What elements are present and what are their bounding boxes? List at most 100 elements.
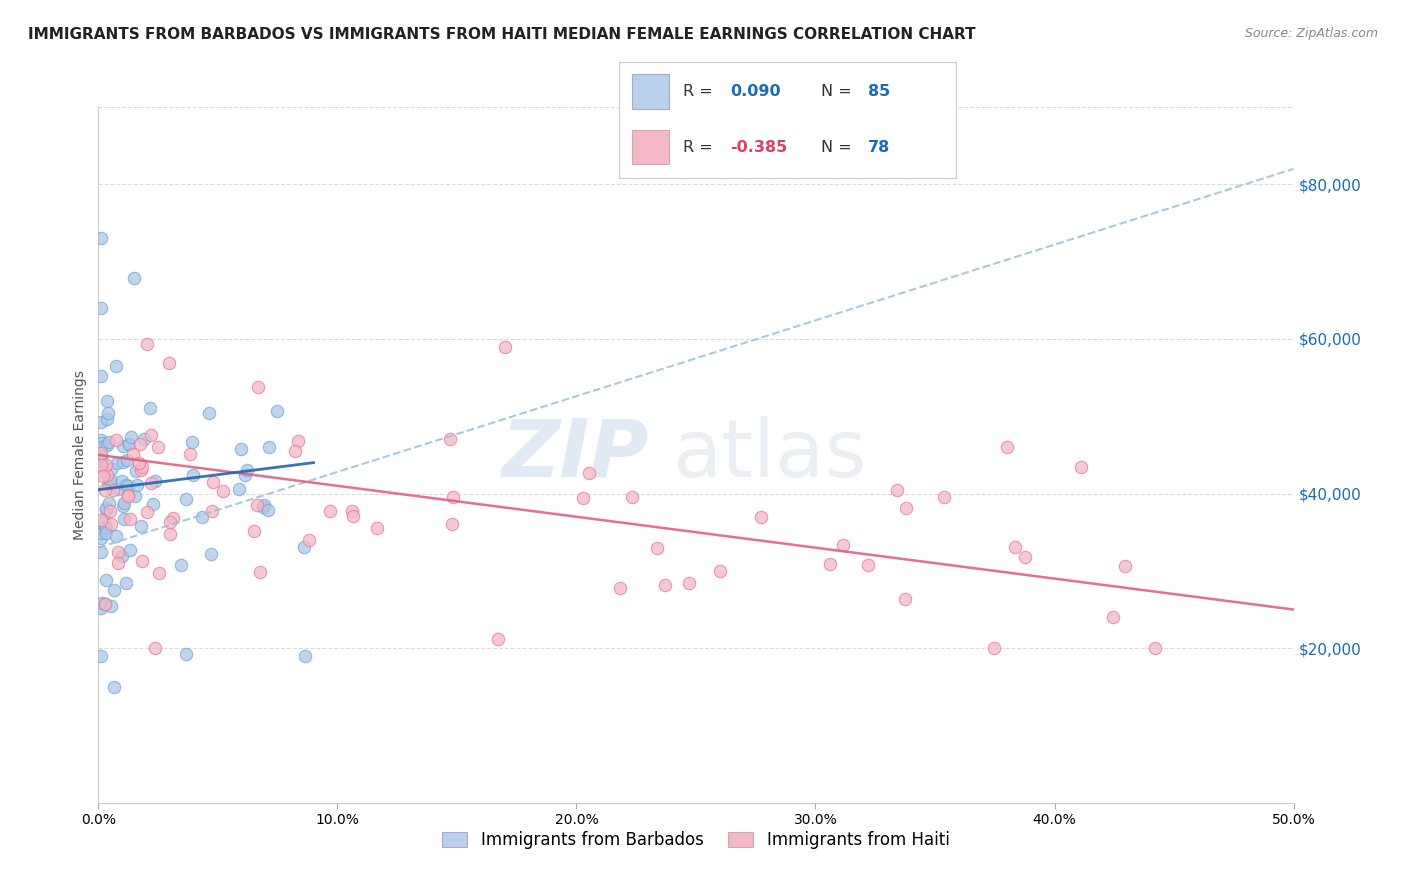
Point: [236, 463, 259, 477]
Point: [125, 478, 148, 492]
Point: [136, 505, 159, 519]
Point: [118, 542, 141, 557]
Point: [103, 483, 125, 497]
Text: R =: R =: [683, 84, 717, 99]
Point: [90, 465, 112, 479]
Point: [253, 498, 276, 512]
Point: [128, 456, 150, 470]
Point: [1101, 610, 1123, 624]
Point: [1004, 540, 1026, 554]
Point: [96, 394, 118, 409]
Point: [117, 489, 139, 503]
Point: [90, 433, 112, 447]
Point: [342, 509, 364, 524]
Point: [159, 527, 181, 541]
Text: 78: 78: [869, 139, 890, 154]
Point: [131, 554, 153, 568]
Point: [440, 516, 463, 531]
Point: [620, 490, 643, 504]
Point: [90, 525, 112, 540]
Text: 85: 85: [869, 84, 890, 99]
Point: [105, 359, 128, 374]
Y-axis label: Median Female Earnings: Median Female Earnings: [73, 370, 87, 540]
Point: [94, 458, 117, 472]
Point: [157, 356, 180, 370]
Point: [114, 575, 136, 590]
Point: [91, 453, 114, 467]
Point: [139, 475, 162, 490]
Point: [94, 520, 117, 534]
Point: [131, 460, 153, 475]
Point: [90, 545, 112, 559]
Point: [1070, 459, 1092, 474]
Point: [129, 463, 152, 477]
Point: [228, 482, 250, 496]
Point: [94, 520, 117, 534]
Point: [1114, 558, 1136, 573]
Point: [142, 497, 165, 511]
Point: [132, 432, 155, 446]
Point: [894, 501, 917, 516]
Point: [90, 231, 112, 245]
Point: [104, 529, 127, 543]
Point: [284, 444, 307, 458]
Text: 0.090: 0.090: [730, 84, 780, 99]
Point: [112, 455, 135, 469]
Point: [120, 429, 142, 443]
Text: N =: N =: [821, 139, 858, 154]
Point: [90, 513, 112, 527]
Point: [709, 564, 731, 578]
Point: [201, 504, 224, 518]
Point: [181, 435, 204, 450]
Point: [243, 524, 266, 538]
Point: [90, 441, 112, 455]
Point: [124, 271, 146, 285]
Point: [110, 475, 132, 489]
Point: [91, 469, 114, 483]
Point: [96, 411, 118, 425]
Point: [266, 404, 288, 418]
Point: [100, 462, 122, 476]
Point: [112, 496, 135, 510]
Point: [97, 496, 120, 510]
Point: [571, 491, 593, 505]
Point: [342, 504, 364, 518]
Text: -0.385: -0.385: [730, 139, 787, 154]
Point: [202, 475, 225, 489]
Point: [179, 447, 201, 461]
Point: [159, 515, 181, 529]
Point: [995, 440, 1018, 454]
Point: [117, 488, 139, 502]
Point: [181, 468, 204, 483]
Point: [934, 490, 956, 504]
Point: [257, 440, 280, 454]
Point: [439, 433, 461, 447]
Point: [488, 632, 510, 647]
Point: [94, 501, 117, 516]
Point: [90, 415, 112, 429]
Point: [749, 509, 772, 524]
Point: [1014, 550, 1036, 565]
Point: [856, 558, 879, 572]
Text: Source: ZipAtlas.com: Source: ZipAtlas.com: [1244, 27, 1378, 40]
Point: [107, 556, 129, 570]
Point: [174, 647, 197, 661]
Point: [90, 648, 112, 663]
Point: [105, 456, 128, 470]
Point: [148, 566, 170, 580]
Point: [129, 436, 152, 450]
Point: [100, 473, 122, 487]
Point: [111, 549, 134, 563]
Point: [118, 437, 141, 451]
Point: [831, 538, 853, 552]
Point: [678, 576, 700, 591]
Point: [90, 458, 112, 472]
Point: [97, 405, 120, 419]
Point: [96, 438, 118, 452]
Point: [96, 573, 118, 587]
Point: [107, 545, 129, 559]
Point: [112, 512, 135, 526]
Point: [135, 337, 157, 351]
Point: [319, 504, 342, 518]
Point: [100, 516, 122, 531]
